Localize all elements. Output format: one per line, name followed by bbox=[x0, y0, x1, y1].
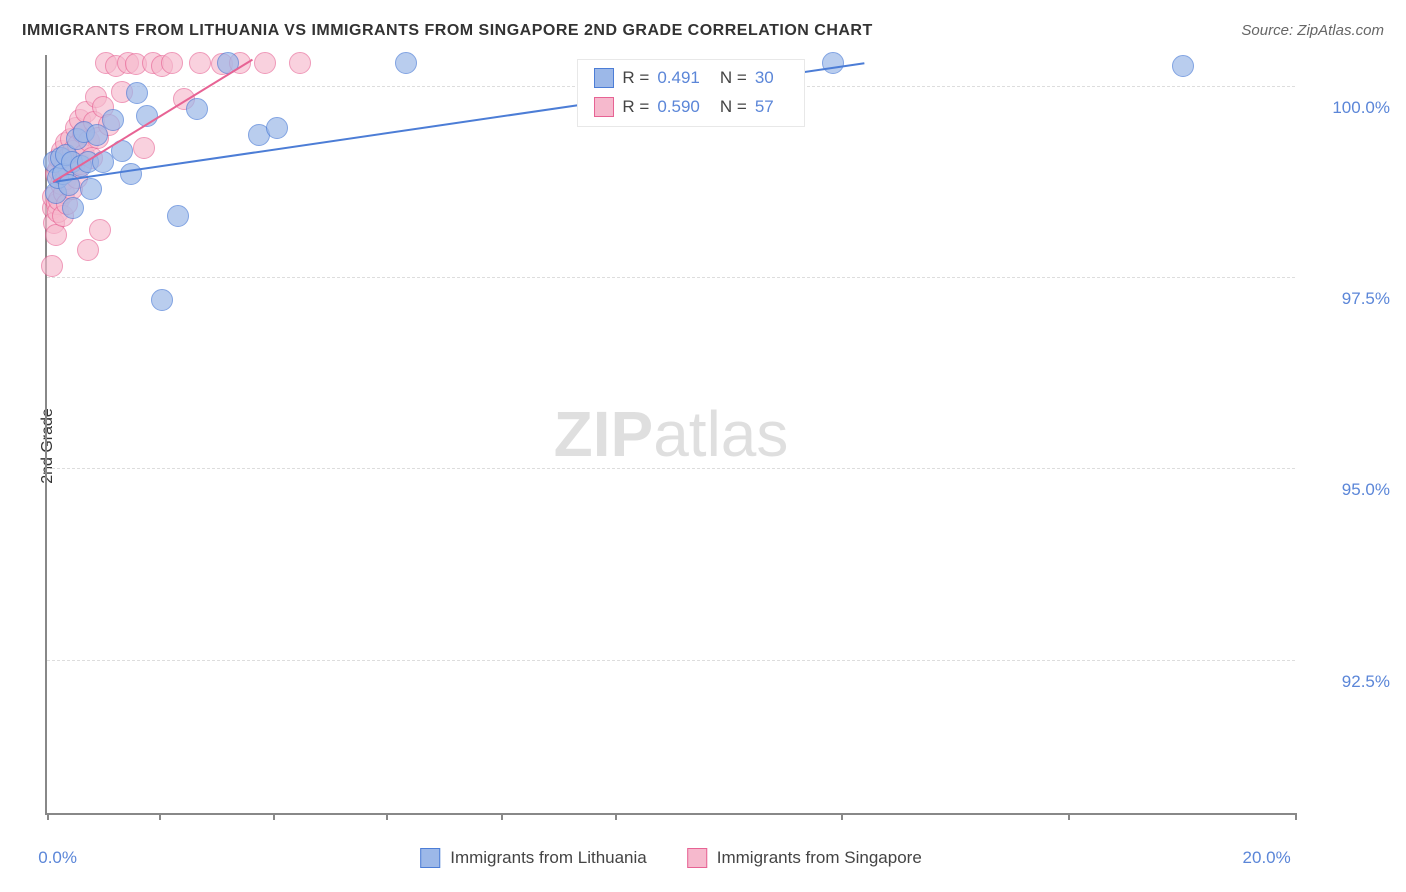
data-point bbox=[89, 219, 111, 241]
x-tick-label: 20.0% bbox=[1243, 848, 1291, 868]
r-value: 0.590 bbox=[657, 93, 700, 122]
source-name: ZipAtlas.com bbox=[1297, 22, 1384, 39]
data-point bbox=[1172, 55, 1194, 77]
data-point bbox=[254, 52, 276, 74]
x-tick bbox=[386, 813, 388, 820]
data-point bbox=[77, 239, 99, 261]
data-point bbox=[102, 109, 124, 131]
data-point bbox=[45, 224, 67, 246]
x-tick-label: 0.0% bbox=[38, 848, 77, 868]
legend-swatch bbox=[687, 848, 707, 868]
data-point bbox=[161, 52, 183, 74]
data-point bbox=[289, 52, 311, 74]
data-point bbox=[62, 197, 84, 219]
legend: Immigrants from Lithuania Immigrants from… bbox=[420, 848, 922, 868]
series-swatch bbox=[594, 97, 614, 117]
legend-item: Immigrants from Singapore bbox=[687, 848, 922, 868]
gridline bbox=[47, 277, 1295, 278]
data-point bbox=[186, 98, 208, 120]
data-point bbox=[133, 137, 155, 159]
legend-item: Immigrants from Lithuania bbox=[420, 848, 647, 868]
data-point bbox=[151, 289, 173, 311]
x-tick bbox=[615, 813, 617, 820]
stats-row: R = 0.491 N = 30 bbox=[594, 64, 787, 93]
data-point bbox=[822, 52, 844, 74]
x-tick bbox=[1295, 813, 1297, 820]
n-value: 30 bbox=[755, 64, 774, 93]
data-point bbox=[41, 255, 63, 277]
data-point bbox=[80, 178, 102, 200]
data-point bbox=[266, 117, 288, 139]
gridline bbox=[47, 660, 1295, 661]
chart-title: IMMIGRANTS FROM LITHUANIA VS IMMIGRANTS … bbox=[22, 22, 873, 40]
n-value: 57 bbox=[755, 93, 774, 122]
data-point bbox=[120, 163, 142, 185]
r-value: 0.491 bbox=[657, 64, 700, 93]
source-attribution: Source: ZipAtlas.com bbox=[1241, 22, 1384, 39]
n-label: N = bbox=[720, 93, 747, 122]
data-point bbox=[189, 52, 211, 74]
legend-label: Immigrants from Singapore bbox=[717, 848, 922, 868]
x-tick bbox=[501, 813, 503, 820]
watermark-zip: ZIP bbox=[554, 398, 654, 470]
x-tick bbox=[273, 813, 275, 820]
stats-row: R = 0.590 N = 57 bbox=[594, 93, 787, 122]
x-tick bbox=[47, 813, 49, 820]
x-tick bbox=[841, 813, 843, 820]
data-point bbox=[167, 205, 189, 227]
data-point bbox=[126, 82, 148, 104]
watermark-atlas: atlas bbox=[653, 398, 788, 470]
r-label: R = bbox=[622, 64, 649, 93]
series-swatch bbox=[594, 68, 614, 88]
watermark: ZIPatlas bbox=[554, 397, 789, 471]
y-tick-label: 92.5% bbox=[1310, 672, 1390, 692]
y-tick-label: 97.5% bbox=[1310, 289, 1390, 309]
y-tick-label: 100.0% bbox=[1310, 98, 1390, 118]
source-prefix: Source: bbox=[1241, 22, 1293, 39]
data-point bbox=[395, 52, 417, 74]
legend-label: Immigrants from Lithuania bbox=[450, 848, 647, 868]
x-tick bbox=[1068, 813, 1070, 820]
gridline bbox=[47, 468, 1295, 469]
y-tick-label: 95.0% bbox=[1310, 480, 1390, 500]
plot-area: ZIPatlas 92.5%95.0%97.5%100.0% 0.0%20.0%… bbox=[45, 55, 1295, 815]
r-label: R = bbox=[622, 93, 649, 122]
x-tick bbox=[159, 813, 161, 820]
correlation-stats-box: R = 0.491 N = 30 R = 0.590 N = 57 bbox=[577, 59, 804, 127]
n-label: N = bbox=[720, 64, 747, 93]
legend-swatch bbox=[420, 848, 440, 868]
